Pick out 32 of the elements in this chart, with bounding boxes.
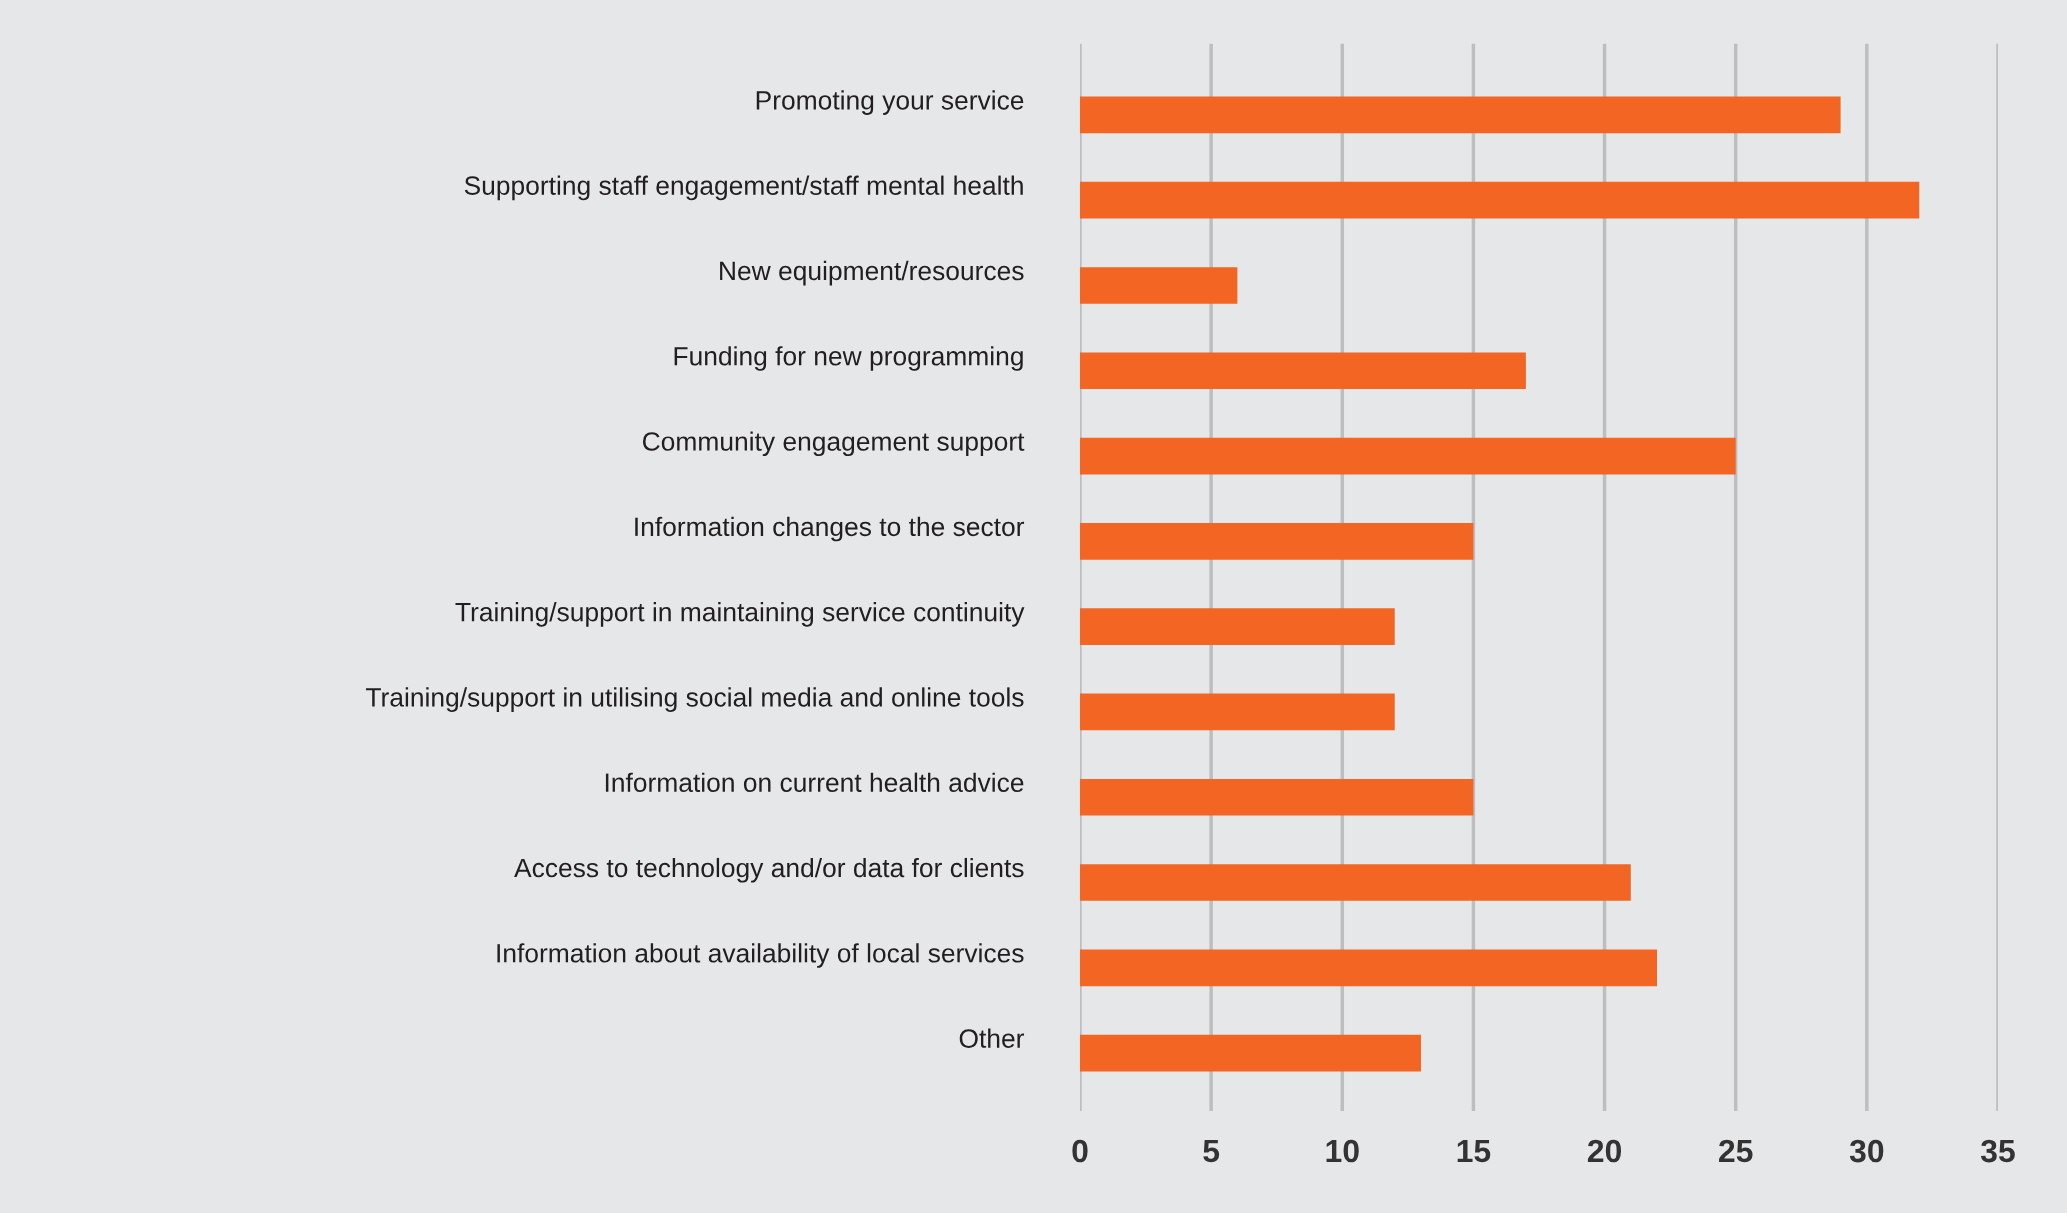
x-tick-label: 25 [1719,1139,1753,1163]
x-tick-label: 35 [1980,1139,2015,1163]
bar [1080,1034,1421,1072]
y-tick-label: Supporting staff engagement/staff mental health [464,175,1023,201]
y-tick-label: Training/support in maintaining service continuity [455,602,1025,627]
x-tick-label: 30 [1849,1139,1884,1163]
y-tick-label: Promoting your service [756,90,1024,115]
x-tick-label: 0 [1072,1139,1088,1163]
bar [1080,181,1920,219]
y-tick-label: Access to technology and/or data for clients [514,857,1024,883]
x-tick-label: 5 [1203,1140,1220,1163]
bar [1080,352,1526,390]
x-tick-label: 15 [1457,1140,1491,1163]
bar [1080,96,1841,134]
bar [1080,267,1238,304]
bar [1080,608,1395,645]
y-tick-label: Other [959,1028,1025,1048]
y-tick-label: Funding for new programming [674,346,1023,371]
y-tick-label: Community engagement support [642,431,1025,457]
x-tick-label: 10 [1326,1139,1359,1163]
y-tick-label: Information changes to the sector [635,516,1025,542]
bar [1080,778,1474,816]
y-tick-label: New equipment/resources [720,260,1024,286]
bar [1080,949,1658,987]
bar [1080,437,1736,475]
y-tick-label: Information about availability of local services [497,943,1024,968]
bar [1080,523,1474,560]
y-tick-label: Training/support in utilising social media and online tools [365,687,1024,712]
bar [1080,693,1395,731]
x-tick-label: 20 [1587,1139,1622,1163]
y-tick-label: Information on current health advice [605,772,1024,793]
bar [1080,864,1631,901]
